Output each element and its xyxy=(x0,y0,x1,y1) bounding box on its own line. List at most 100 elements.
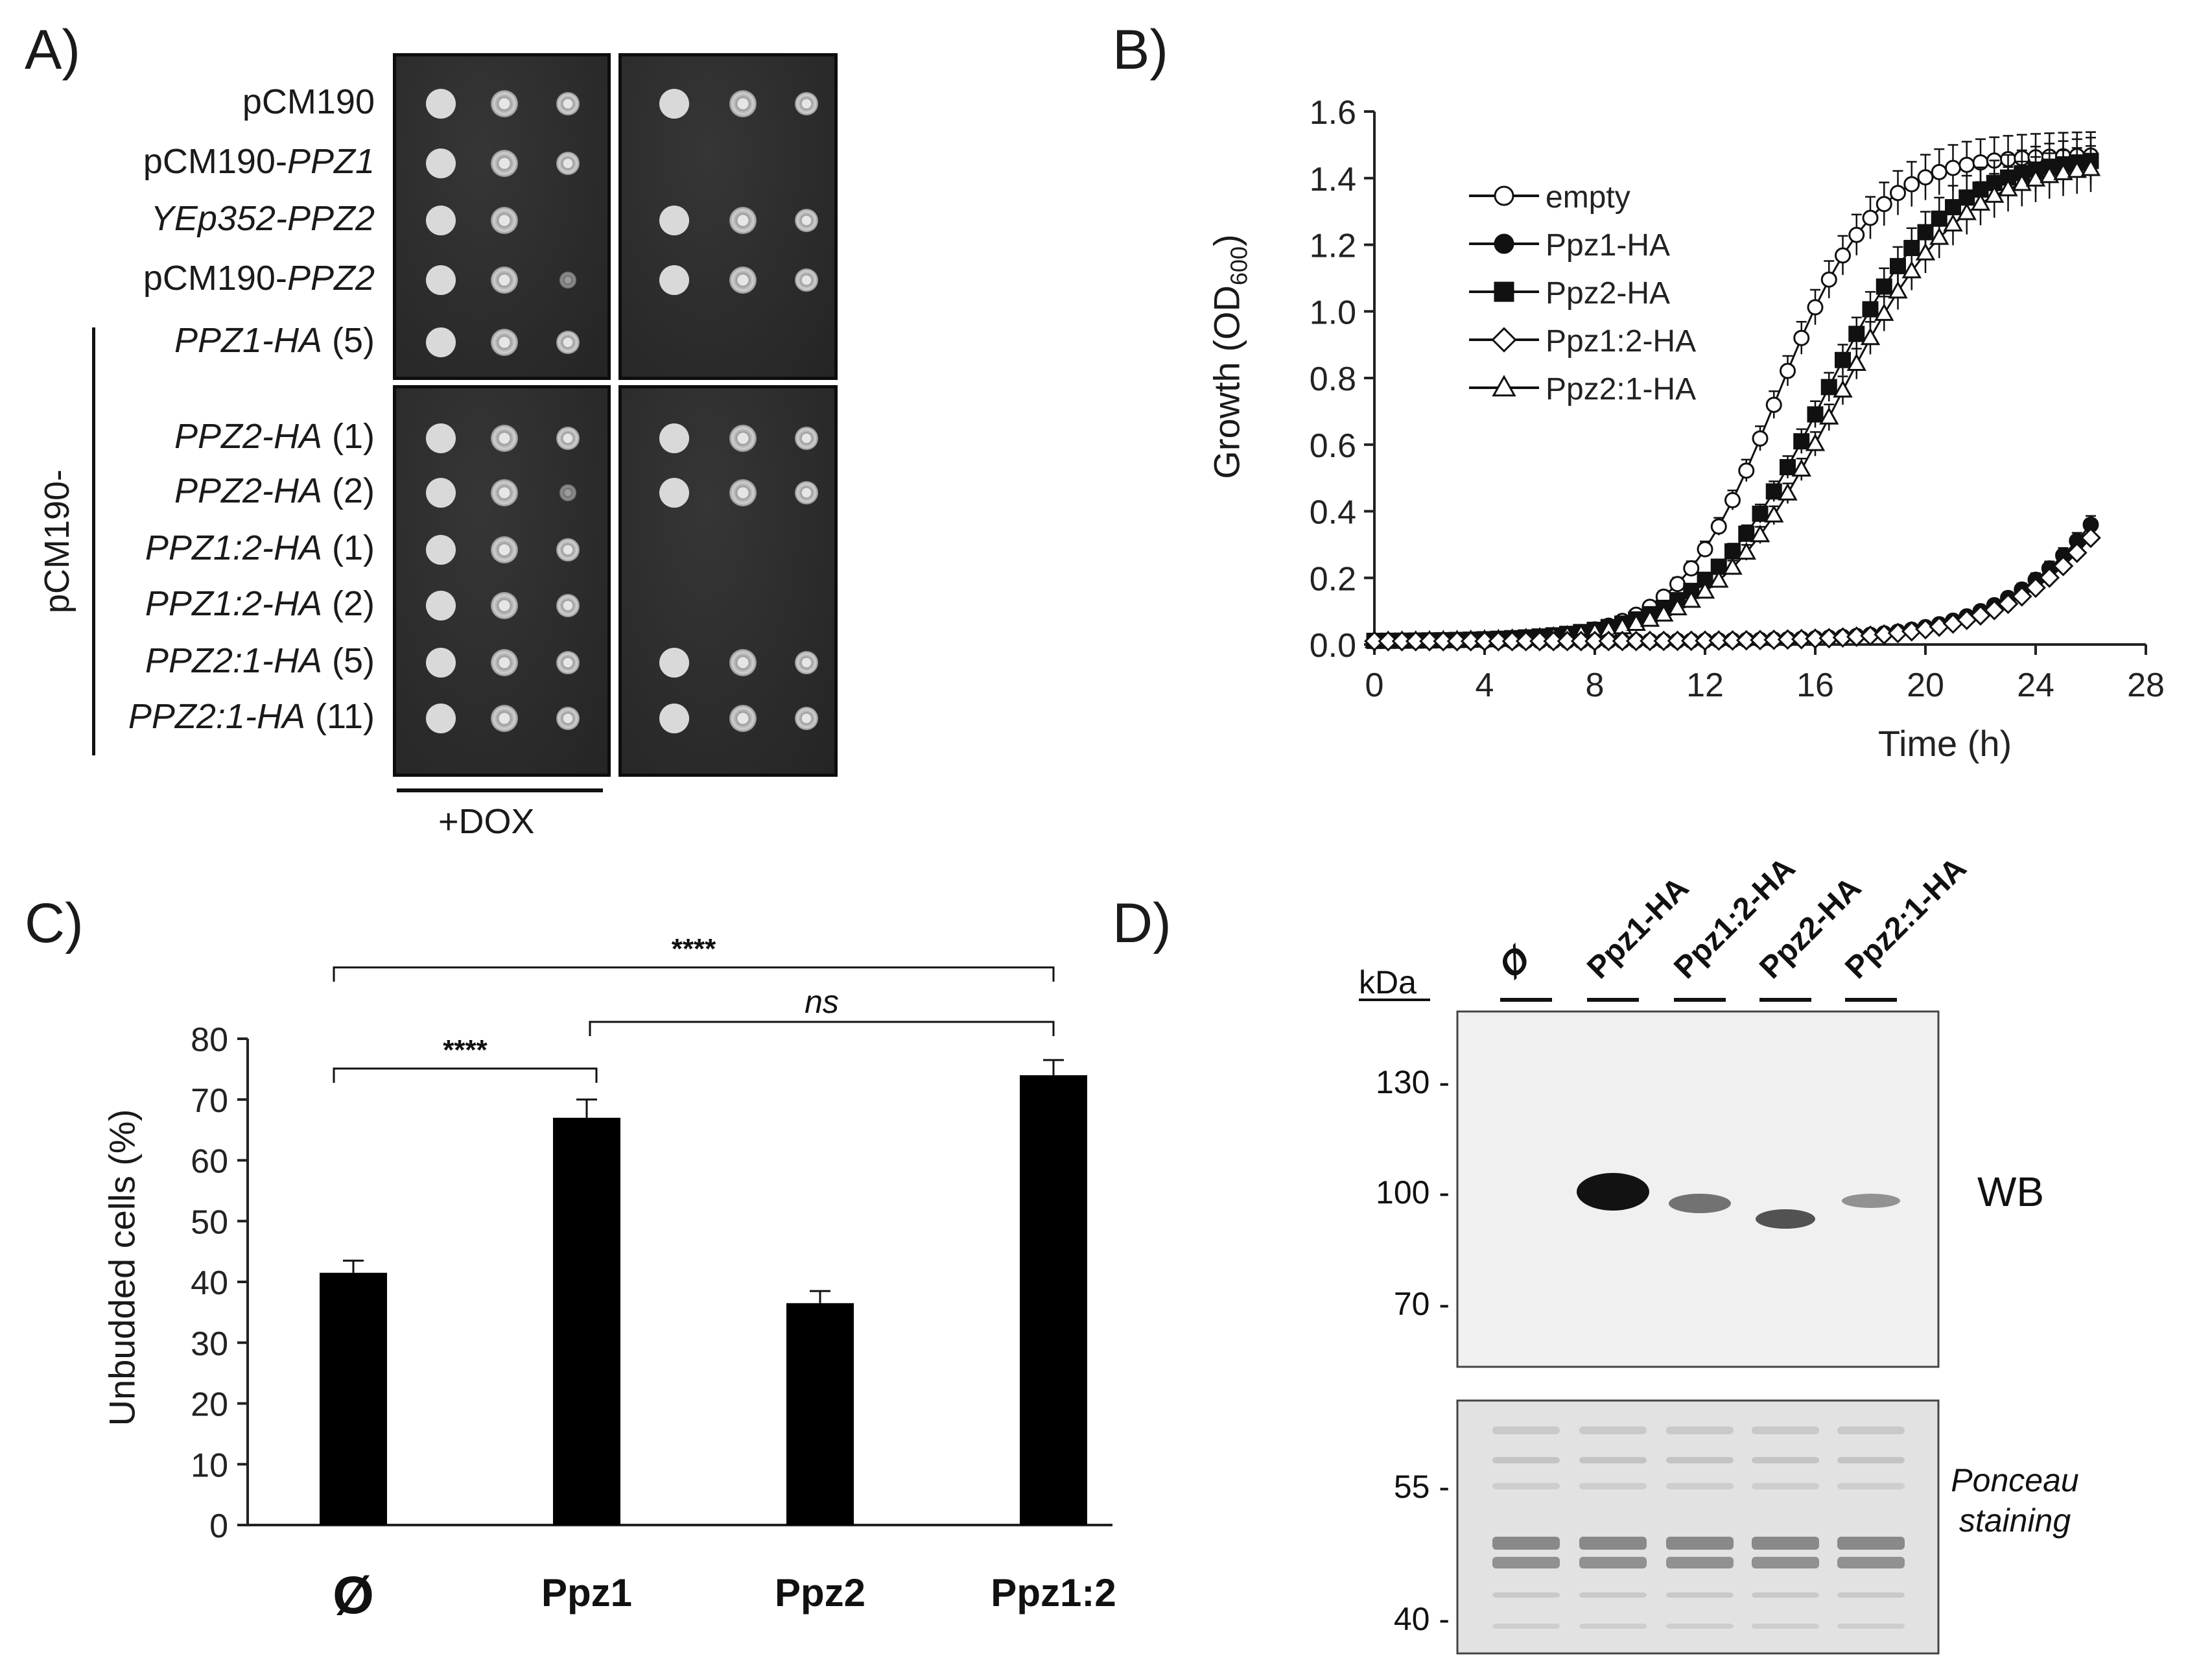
data-point xyxy=(1846,353,1866,372)
data-point xyxy=(2080,158,2101,176)
data-point xyxy=(1764,504,1784,523)
ponceau-band xyxy=(1752,1592,1819,1598)
ponceau-band xyxy=(1837,1426,1905,1434)
data-point xyxy=(1667,630,1688,652)
colony-spot xyxy=(559,272,576,289)
y-tick-label: 0.2 xyxy=(1310,560,1356,598)
legend-marker xyxy=(1494,281,1514,302)
ponceau-band xyxy=(1837,1483,1905,1489)
strain-label: PPZ2-HA (1) xyxy=(174,416,375,456)
ponceau-label: Ponceau xyxy=(1951,1462,2078,1498)
colony-spot xyxy=(556,331,580,354)
colony-spot xyxy=(659,89,689,119)
ponceau-band xyxy=(1492,1483,1560,1489)
data-point xyxy=(1723,557,1743,575)
colony-spot xyxy=(491,90,518,117)
data-point xyxy=(2080,527,2101,549)
bar xyxy=(553,1117,620,1525)
data-point xyxy=(1862,209,1879,226)
strain-label: PPZ2:1-HA (5) xyxy=(145,641,375,681)
strain-label: PPZ2-HA (2) xyxy=(174,471,375,511)
colony-spot xyxy=(426,148,456,178)
mw-marker: 100 - xyxy=(1376,1174,1450,1211)
x-category-label: Ppz2 xyxy=(775,1571,865,1615)
data-point xyxy=(1778,482,1798,501)
data-point xyxy=(1903,176,1920,193)
colony-spot xyxy=(795,707,818,730)
y-tick-label: 1.2 xyxy=(1310,228,1356,265)
lane-label: Ø xyxy=(1491,938,1539,986)
growth-line-chart: 0.0 0.2 0.4 0.6 0.8 1.0 1.2 1.4 1.6 0 4 8 12 16 20 24 28… xyxy=(1310,94,2165,764)
data-point xyxy=(1405,630,1426,652)
x-tick-label: 0 xyxy=(1365,667,1384,704)
data-point xyxy=(1695,581,1715,599)
colony-spot xyxy=(426,206,456,235)
data-point xyxy=(1738,525,1755,542)
bar xyxy=(786,1303,854,1525)
ponceau-band xyxy=(1752,1426,1819,1434)
colony-spot xyxy=(426,265,456,295)
data-point xyxy=(1364,630,1385,652)
ponceau-band xyxy=(1752,1624,1819,1629)
colony-spot xyxy=(795,92,818,115)
data-point xyxy=(1683,560,1700,576)
mw-marker: 130 - xyxy=(1376,1064,1450,1100)
data-point xyxy=(1945,160,1961,176)
colony-spot xyxy=(426,704,456,733)
series-line xyxy=(1374,524,2092,643)
panel-a-letter: A) xyxy=(25,19,80,81)
colony-spot xyxy=(795,268,818,292)
x-category-label: Ppz1:2 xyxy=(991,1571,1116,1615)
data-point xyxy=(1724,491,1741,508)
data-point xyxy=(1697,541,1713,558)
y-tick-label: 0.0 xyxy=(1310,627,1356,665)
y-tick-label: 1.0 xyxy=(1310,294,1356,331)
x-tick-label: 12 xyxy=(1686,667,1724,704)
y-tick-label: 30 xyxy=(191,1325,228,1363)
strain-label-gene: PPZ2:1-HA xyxy=(145,641,322,680)
strain-label-gene: PPZ2:1-HA xyxy=(128,697,305,736)
ponceau-band xyxy=(1666,1457,1734,1463)
data-point xyxy=(1931,163,1947,180)
colony-spot xyxy=(659,206,689,235)
strain-label: pCM190-PPZ2 xyxy=(143,258,375,298)
y-tick-label: 80 xyxy=(191,1021,228,1059)
strain-label-gene: PPZ1 xyxy=(287,142,375,181)
series-Ppz2:1-HA xyxy=(1364,145,2101,648)
colony-spot xyxy=(729,649,757,676)
strain-label-prefix: pCM190- xyxy=(143,142,287,181)
strain-labels: pCM190 pCM190-PPZ1 YEp352-PPZ2 pCM190-PPZ2 P… xyxy=(0,0,375,778)
colony-spot xyxy=(491,266,518,294)
y-tick-label: 1.6 xyxy=(1310,94,1356,132)
colony-spot xyxy=(491,329,518,356)
data-point xyxy=(1890,257,1906,274)
colony-spot xyxy=(556,538,580,562)
x-tick-label: 24 xyxy=(2017,667,2054,704)
data-point xyxy=(2025,577,2046,598)
strain-label-clone: (1) xyxy=(322,417,375,456)
colony-spot xyxy=(556,92,580,115)
data-point xyxy=(1625,630,1647,652)
wb-blot xyxy=(1456,1010,1940,1368)
strain-label-clone: (5) xyxy=(322,641,375,680)
data-point xyxy=(1598,630,1619,652)
colony-spot xyxy=(556,651,580,674)
ponceau-band xyxy=(1666,1426,1734,1434)
data-point xyxy=(1653,630,1675,652)
data-point xyxy=(1433,630,1454,652)
data-point xyxy=(1570,630,1592,652)
panel-d-letter: D) xyxy=(1112,892,1171,954)
colony-spot xyxy=(795,651,818,674)
data-point xyxy=(1681,590,1701,608)
data-point xyxy=(1820,379,1837,396)
ponceau-band xyxy=(1579,1624,1647,1629)
ponceau-band xyxy=(1579,1557,1647,1568)
significance-bracket xyxy=(333,1067,598,1083)
kda-label: kDa xyxy=(1359,964,1417,1000)
data-point xyxy=(1780,362,1796,379)
data-point xyxy=(1419,630,1440,652)
data-point xyxy=(1943,213,1963,232)
data-point xyxy=(1959,156,1975,173)
data-point xyxy=(1626,613,1646,632)
data-point xyxy=(1807,299,1824,316)
